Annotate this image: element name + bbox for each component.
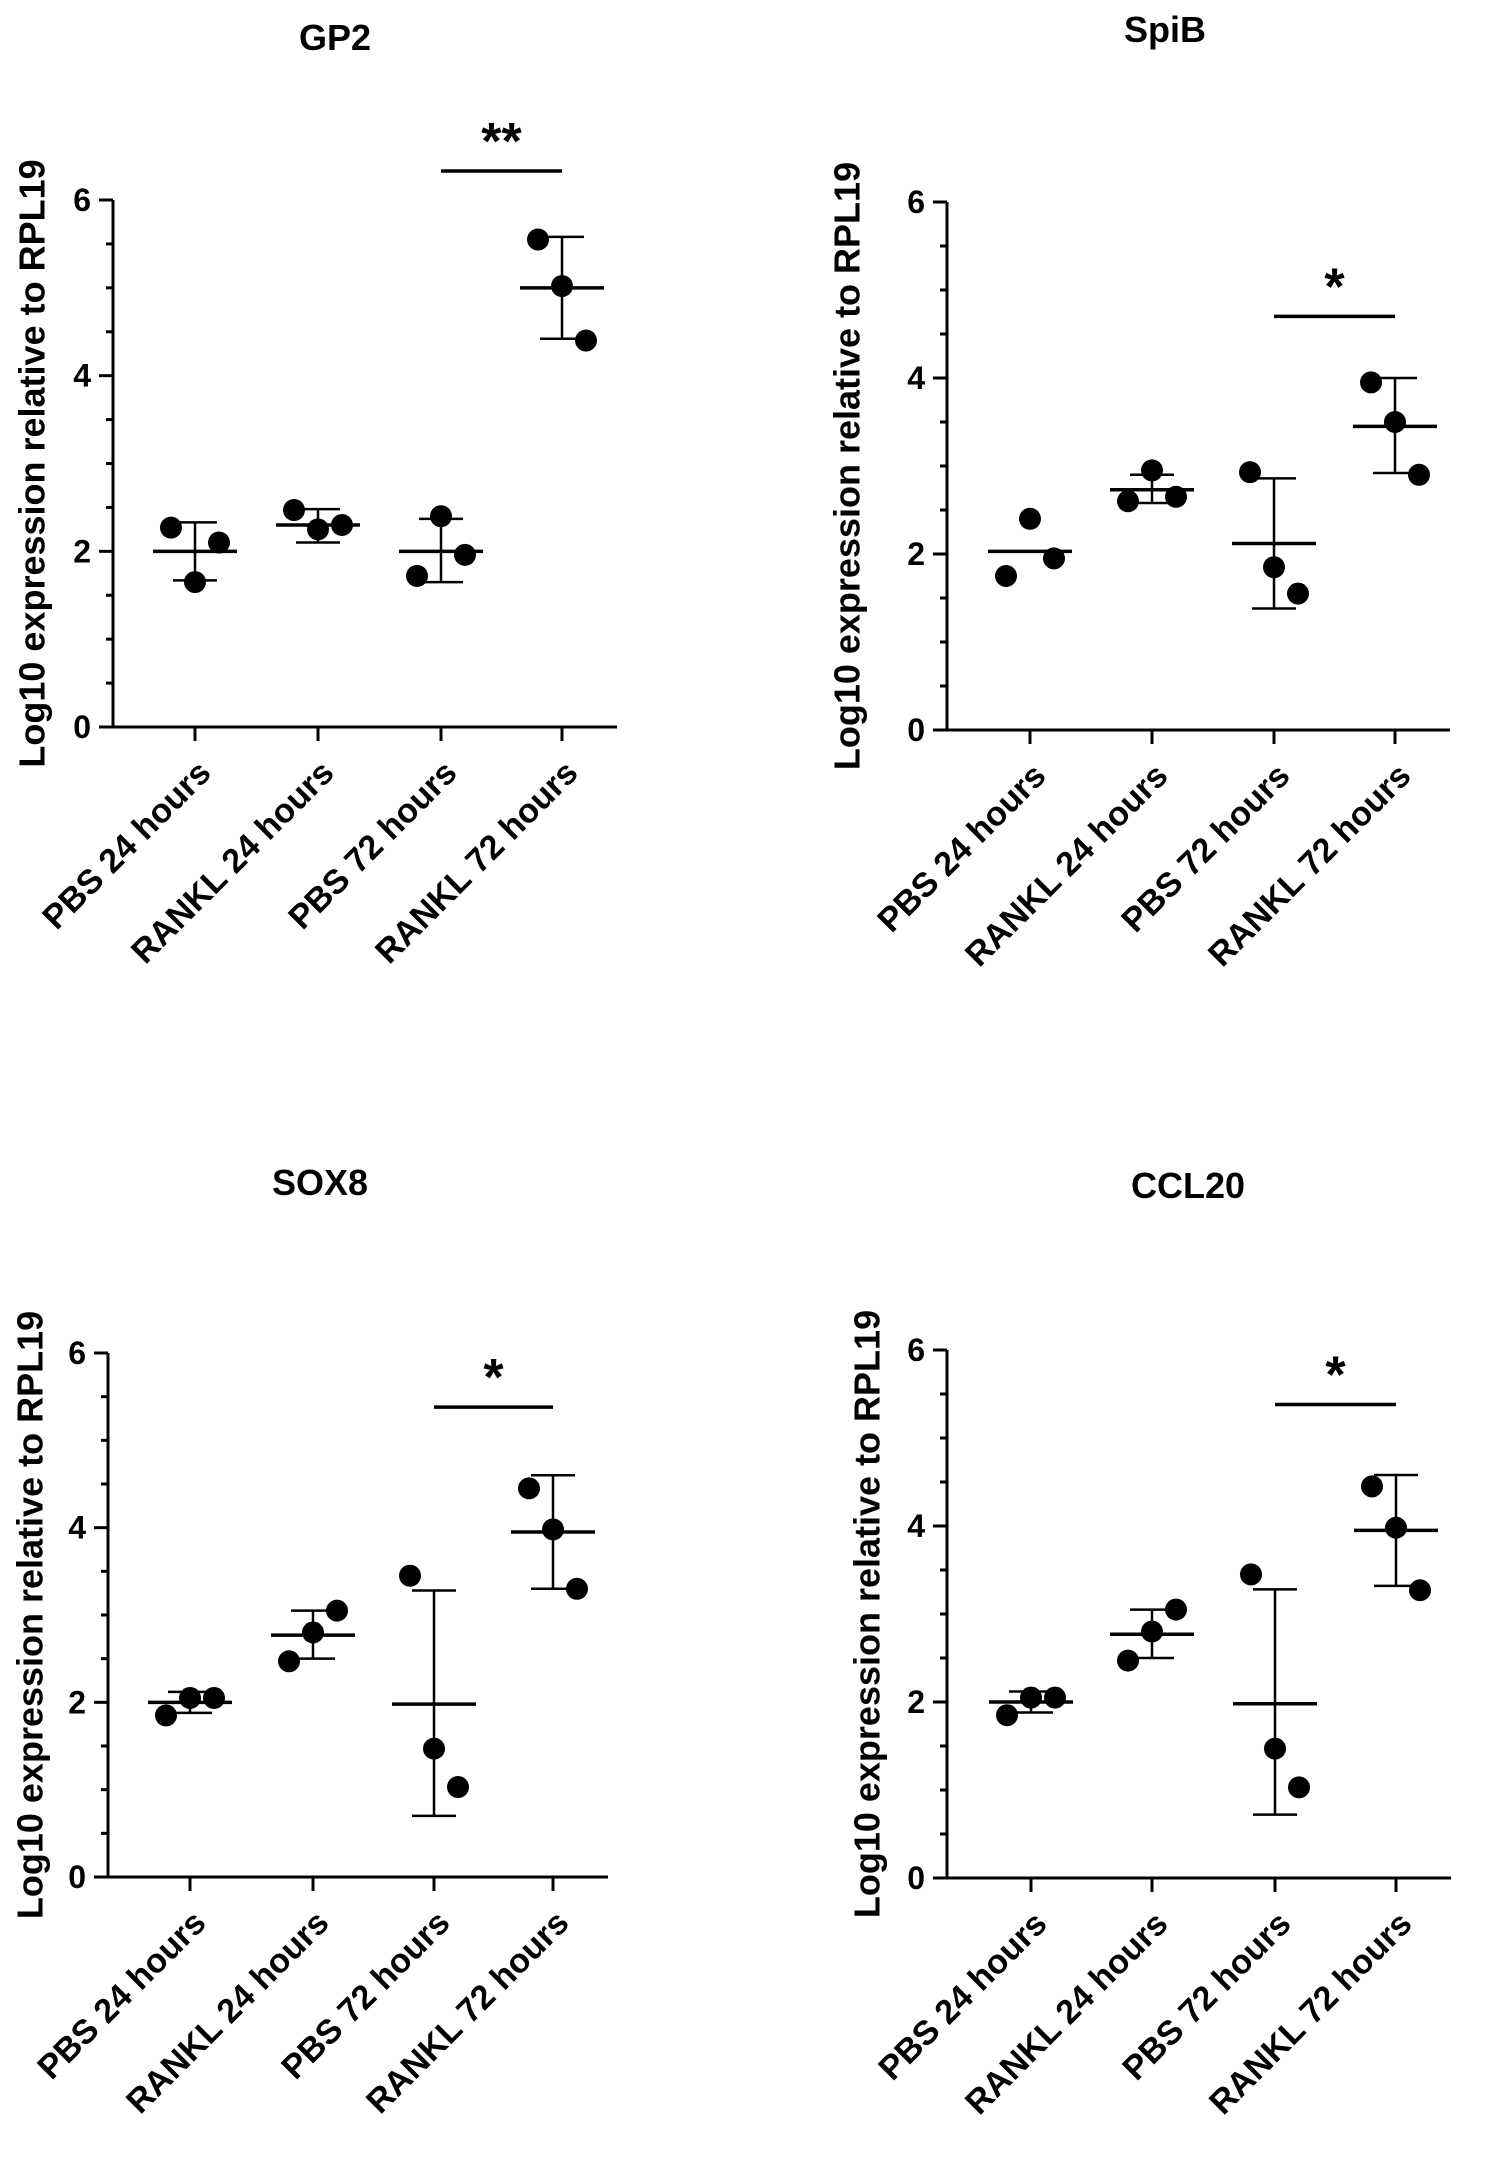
data-point	[1141, 1620, 1163, 1643]
significance-label: **	[481, 113, 522, 171]
data-point	[1165, 1598, 1187, 1621]
x-category-label: RANKL 24 hours	[124, 754, 341, 971]
data-point	[1240, 1563, 1262, 1586]
data-point	[278, 1650, 300, 1673]
data-point	[155, 1704, 177, 1727]
chart-panel-sox8: SOX8 Log10 expression relative to RPL19 0 2…	[10, 1162, 608, 2121]
data-point	[1408, 463, 1430, 486]
data-point	[1044, 1686, 1066, 1709]
data-point	[995, 565, 1017, 587]
y-tick-label: 6	[907, 1332, 925, 1368]
data-point	[430, 505, 452, 528]
x-category-label: RANKL 72 hours	[1202, 1905, 1419, 2122]
data-point	[566, 1577, 588, 1600]
data-point	[1361, 1475, 1383, 1498]
data-point	[399, 1564, 421, 1587]
data-point	[283, 499, 305, 522]
data-point	[1264, 1737, 1286, 1760]
y-tick-label: 0	[73, 709, 91, 745]
data-point	[1043, 547, 1065, 570]
data-point	[527, 228, 549, 251]
data-point	[1165, 485, 1187, 508]
data-point	[1019, 507, 1041, 530]
y-tick-label: 6	[907, 184, 925, 220]
y-axis-label: Log10 expression relative to RPL19	[827, 162, 868, 770]
y-axis-label: Log10 expression relative to RPL19	[847, 1310, 888, 1918]
x-category-label: RANKL 24 hours	[958, 757, 1175, 974]
data-point	[184, 571, 206, 594]
data-point	[542, 1518, 564, 1541]
chart-title: CCL20	[1131, 1165, 1245, 1206]
data-point	[1117, 490, 1139, 513]
data-point	[1360, 371, 1382, 394]
y-tick-label: 4	[73, 358, 91, 394]
y-tick-label: 4	[907, 360, 925, 396]
y-axis-label: Log10 expression relative to RPL19	[12, 159, 53, 767]
data-point	[575, 329, 597, 352]
y-tick-label: 4	[907, 1508, 925, 1544]
data-point	[179, 1686, 201, 1709]
y-tick-label: 0	[907, 1860, 925, 1896]
data-point	[1409, 1579, 1431, 1602]
data-point	[551, 275, 573, 298]
y-tick-label: 2	[73, 533, 91, 569]
data-point	[203, 1686, 225, 1709]
x-category-label: RANKL 24 hours	[958, 1905, 1175, 2122]
data-point	[1288, 1776, 1310, 1799]
data-point	[208, 531, 230, 554]
data-point	[1263, 556, 1285, 579]
chart-title: SOX8	[272, 1162, 368, 1203]
data-point	[1141, 459, 1163, 482]
significance-label: *	[1325, 1347, 1346, 1405]
y-tick-label: 2	[68, 1684, 86, 1720]
y-axis-label: Log10 expression relative to RPL19	[10, 1311, 51, 1919]
y-tick-label: 0	[907, 712, 925, 748]
data-point	[1287, 582, 1309, 605]
x-category-label: RANKL 24 hours	[119, 1904, 336, 2121]
x-category-label: RANKL 72 hours	[1201, 757, 1418, 974]
data-point	[331, 513, 353, 536]
data-point	[996, 1704, 1018, 1727]
data-point	[1239, 461, 1261, 484]
data-point	[1385, 1516, 1407, 1539]
significance-label: *	[1324, 258, 1345, 316]
y-tick-label: 6	[73, 182, 91, 218]
data-point	[1384, 411, 1406, 433]
y-tick-label: 0	[68, 1859, 86, 1895]
x-category-label: RANKL 72 hours	[368, 754, 585, 971]
chart-title: SpiB	[1124, 9, 1206, 50]
data-point	[454, 543, 476, 566]
y-tick-label: 2	[907, 1684, 925, 1720]
data-point	[447, 1776, 469, 1799]
y-tick-label: 6	[68, 1335, 86, 1371]
y-tick-label: 2	[907, 536, 925, 572]
x-category-label: RANKL 72 hours	[359, 1904, 576, 2121]
data-point	[1117, 1649, 1139, 1672]
data-point	[518, 1477, 540, 1500]
significance-label: *	[483, 1349, 504, 1407]
chart-panel-spib: SpiB Log10 expression relative to RPL19 0 2…	[827, 9, 1450, 974]
chart-panel-gp2: GP2 Log10 expression relative to RPL19 0 2 4…	[12, 17, 617, 971]
data-point	[302, 1621, 324, 1644]
data-point	[326, 1599, 348, 1622]
chart-panel-ccl20: CCL20 Log10 expression relative to RPL19 0…	[847, 1165, 1451, 2122]
data-point	[406, 564, 428, 587]
data-point	[307, 518, 329, 541]
data-point	[160, 516, 182, 539]
y-tick-label: 4	[68, 1510, 86, 1546]
data-point	[1020, 1686, 1042, 1709]
chart-title: GP2	[299, 17, 371, 58]
data-point	[423, 1737, 445, 1760]
